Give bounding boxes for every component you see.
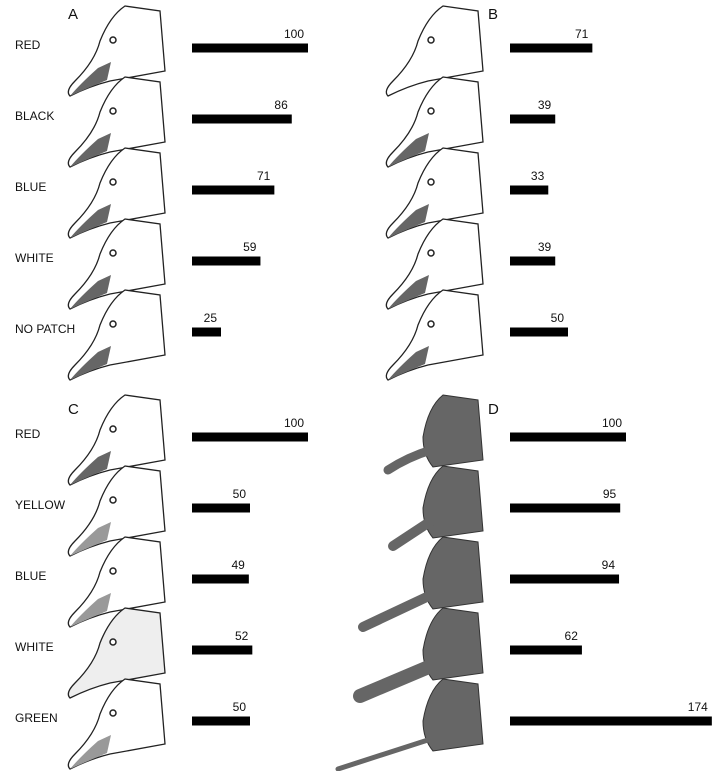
bar — [192, 717, 250, 726]
bar — [192, 257, 260, 266]
value-label: 52 — [235, 629, 249, 643]
value-label: 100 — [284, 27, 304, 41]
value-label: 39 — [538, 98, 552, 112]
bar — [510, 504, 620, 513]
value-label: 174 — [688, 700, 708, 714]
value-label: 39 — [538, 240, 552, 254]
panel-label: B — [488, 6, 498, 23]
category-label: WHITE — [15, 640, 54, 654]
bar — [510, 257, 555, 266]
value-label: 95 — [603, 487, 617, 501]
panel-label: C — [68, 401, 79, 418]
category-label: RED — [15, 38, 41, 52]
value-label: 94 — [602, 558, 616, 572]
bar — [192, 44, 308, 53]
bar — [192, 504, 250, 513]
bar — [192, 115, 292, 124]
value-label: 62 — [565, 629, 579, 643]
bar — [510, 575, 619, 584]
value-label: 100 — [602, 416, 622, 430]
bar — [192, 433, 308, 442]
category-label: WHITE — [15, 251, 54, 265]
gull-silhouette — [388, 395, 483, 470]
panel-label: D — [488, 401, 499, 418]
bar — [192, 328, 221, 337]
value-label: 71 — [257, 169, 271, 183]
value-label: 50 — [233, 700, 247, 714]
bar — [510, 44, 592, 53]
category-label: BLUE — [15, 569, 46, 583]
category-label: GREEN — [15, 711, 58, 725]
value-label: 71 — [575, 27, 589, 41]
category-label: YELLOW — [15, 498, 66, 512]
value-label: 59 — [243, 240, 257, 254]
value-label: 100 — [284, 416, 304, 430]
category-label: NO PATCH — [15, 322, 75, 336]
category-label: BLACK — [15, 109, 54, 123]
bar — [192, 575, 249, 584]
bar — [510, 646, 582, 655]
category-label: BLUE — [15, 180, 46, 194]
bar — [192, 646, 252, 655]
value-label: 50 — [551, 311, 565, 325]
bar — [192, 186, 274, 195]
panel-label: A — [68, 6, 78, 23]
bar — [510, 717, 712, 726]
value-label: 50 — [233, 487, 247, 501]
bar — [510, 328, 568, 337]
value-label: 25 — [204, 311, 218, 325]
figure: A RED 100 BLACK 86 BLUE 71 WHITE 59 NO PATCH 25 B 71… — [0, 0, 712, 771]
category-label: RED — [15, 427, 41, 441]
gull-silhouette — [393, 466, 483, 546]
value-label: 86 — [274, 98, 288, 112]
bar — [510, 186, 548, 195]
page: {"chart_data": [ {"type": "bar", "panel"… — [0, 0, 712, 776]
value-label: 33 — [531, 169, 545, 183]
value-label: 49 — [231, 558, 245, 572]
bar — [510, 115, 555, 124]
bar — [510, 433, 626, 442]
